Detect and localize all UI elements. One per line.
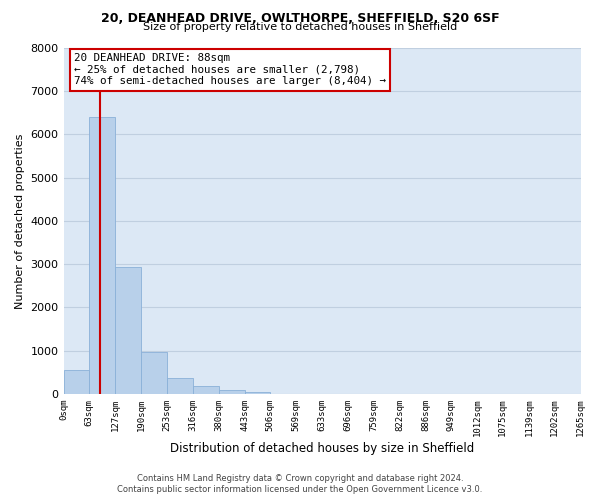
Text: Contains HM Land Registry data © Crown copyright and database right 2024.
Contai: Contains HM Land Registry data © Crown c… — [118, 474, 482, 494]
Text: 20 DEANHEAD DRIVE: 88sqm
← 25% of detached houses are smaller (2,798)
74% of sem: 20 DEANHEAD DRIVE: 88sqm ← 25% of detach… — [74, 53, 386, 86]
Bar — [219, 390, 245, 394]
Bar — [167, 378, 193, 394]
Bar — [193, 386, 219, 394]
Bar — [141, 352, 167, 394]
X-axis label: Distribution of detached houses by size in Sheffield: Distribution of detached houses by size … — [170, 442, 474, 455]
Bar — [245, 392, 271, 394]
Text: Size of property relative to detached houses in Sheffield: Size of property relative to detached ho… — [143, 22, 457, 32]
Bar — [89, 117, 115, 394]
Text: 20, DEANHEAD DRIVE, OWLTHORPE, SHEFFIELD, S20 6SF: 20, DEANHEAD DRIVE, OWLTHORPE, SHEFFIELD… — [101, 12, 499, 24]
Bar — [115, 268, 141, 394]
Bar — [64, 370, 89, 394]
Y-axis label: Number of detached properties: Number of detached properties — [15, 134, 25, 308]
